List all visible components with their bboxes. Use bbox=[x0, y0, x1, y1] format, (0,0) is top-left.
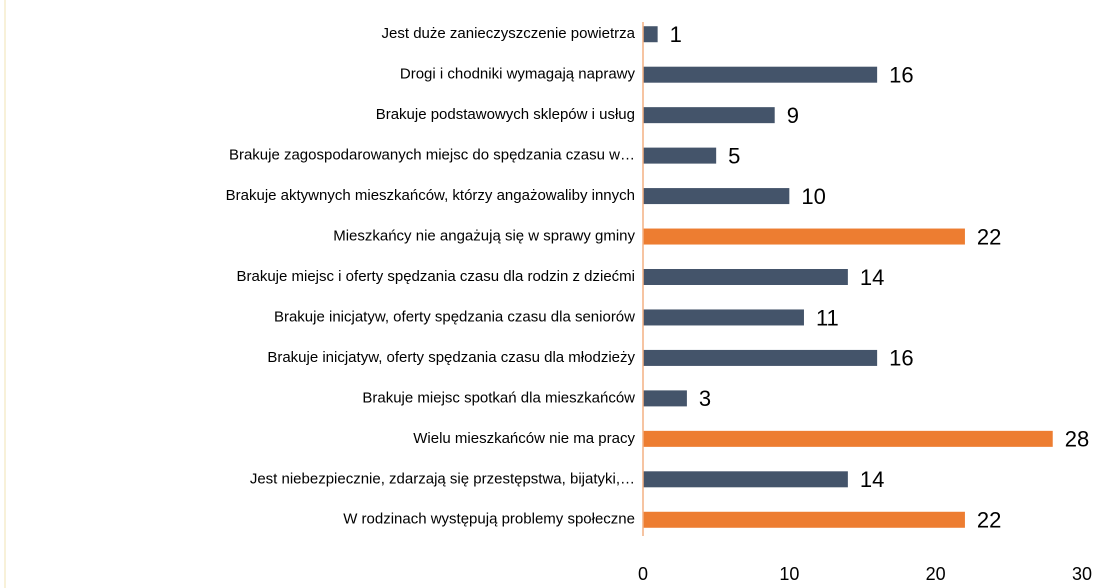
bar bbox=[643, 349, 878, 366]
value-label: 28 bbox=[1065, 427, 1089, 452]
bar bbox=[643, 188, 790, 205]
bar bbox=[643, 471, 848, 488]
category-label: Wielu mieszkańców nie ma pracy bbox=[413, 430, 635, 447]
bar bbox=[643, 107, 775, 124]
bar bbox=[643, 66, 878, 83]
value-label: 3 bbox=[699, 386, 711, 411]
category-label: Brakuje miejsc spotkań dla mieszkańców bbox=[362, 389, 635, 406]
value-label: 9 bbox=[787, 103, 799, 128]
value-label: 11 bbox=[816, 305, 839, 330]
bar bbox=[643, 309, 804, 326]
category-label: Mieszkańcy nie angażują się w sprawy gmi… bbox=[333, 228, 635, 245]
category-label: Jest duże zanieczyszczenie powietrza bbox=[382, 25, 636, 42]
category-label: Brakuje inicjatyw, oferty spędzania czas… bbox=[267, 349, 635, 366]
bar bbox=[643, 228, 965, 245]
x-tick-label: 0 bbox=[638, 564, 648, 584]
bar bbox=[643, 147, 717, 164]
category-label: W rodzinach występują problemy społeczne bbox=[343, 511, 635, 528]
category-label: Brakuje inicjatyw, oferty spędzania czas… bbox=[274, 308, 635, 325]
category-label: Brakuje zagospodarowanych miejsc do spęd… bbox=[229, 147, 635, 164]
value-label: 22 bbox=[977, 508, 1001, 533]
value-label: 16 bbox=[889, 63, 913, 88]
category-label: Brakuje aktywnych mieszkańców, którzy an… bbox=[226, 187, 635, 204]
x-tick-label: 20 bbox=[926, 564, 946, 584]
category-label: Brakuje podstawowych sklepów i usług bbox=[376, 106, 635, 123]
bar bbox=[643, 26, 658, 43]
category-label: Drogi i chodniki wymagają naprawy bbox=[400, 66, 636, 83]
value-label: 14 bbox=[860, 467, 884, 492]
bar bbox=[643, 269, 848, 285]
value-label: 22 bbox=[977, 224, 1001, 249]
bar bbox=[643, 390, 687, 407]
x-tick-label: 10 bbox=[779, 564, 799, 584]
bar bbox=[643, 430, 1053, 447]
x-tick-label: 30 bbox=[1072, 564, 1092, 584]
bar bbox=[643, 511, 965, 528]
value-label: 10 bbox=[801, 184, 825, 209]
value-label: 14 bbox=[860, 265, 884, 290]
category-label: Brakuje miejsc i oferty spędzania czasu … bbox=[236, 268, 635, 285]
value-label: 5 bbox=[728, 143, 740, 168]
value-label: 1 bbox=[670, 22, 682, 47]
value-label: 16 bbox=[889, 346, 913, 371]
category-label: Jest niebezpiecznie, zdarzają się przest… bbox=[250, 470, 635, 487]
